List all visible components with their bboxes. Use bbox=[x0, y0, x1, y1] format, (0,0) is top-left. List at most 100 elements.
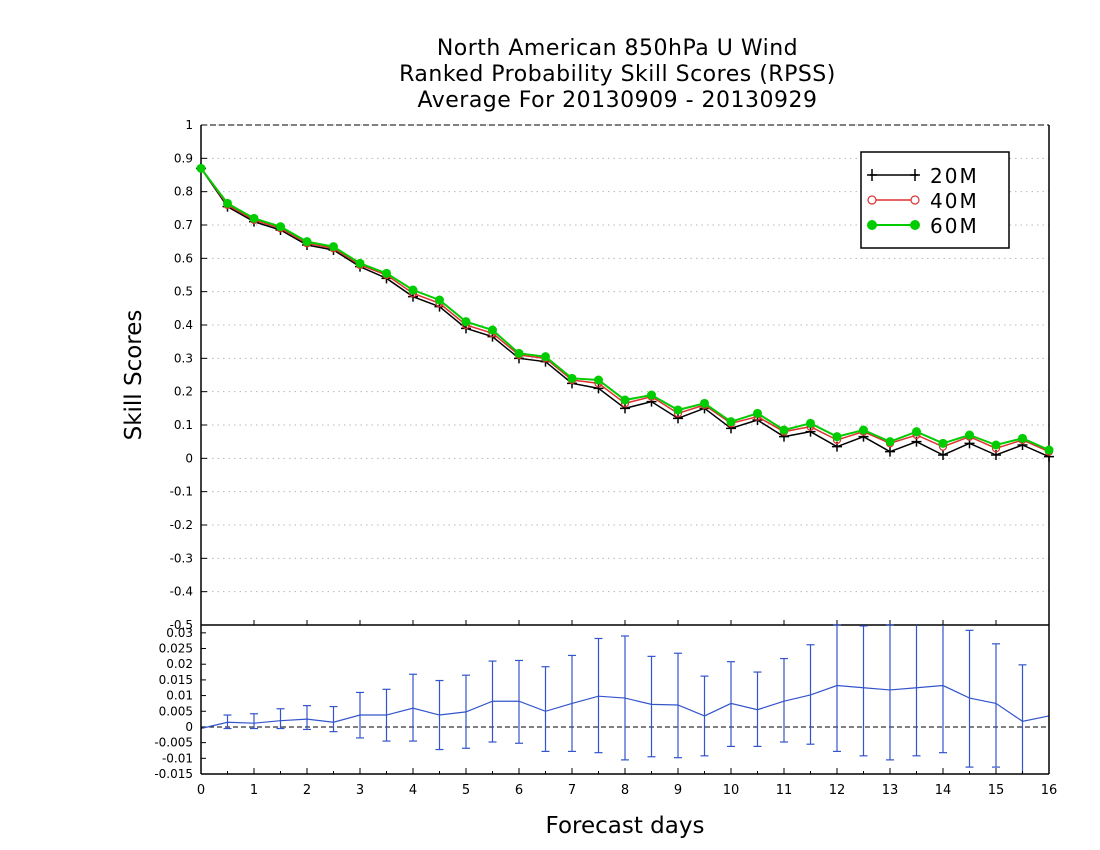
x-tick-label: 2 bbox=[303, 783, 311, 798]
data-point-60M bbox=[302, 237, 312, 247]
data-point-60M bbox=[196, 163, 206, 173]
main-panel: 1 0.9 0.8 0.7 0.6 0.5 0.4 0.3 0.2 0.1 0 -0.1 -0.2 -0.… bbox=[121, 118, 1054, 625]
legend-marker bbox=[867, 169, 877, 181]
error-bar bbox=[965, 629, 974, 768]
legend-marker bbox=[867, 220, 877, 230]
error-bar bbox=[912, 625, 921, 757]
error-bar bbox=[859, 625, 868, 757]
main-y-axis-label: Skill Scores bbox=[121, 310, 147, 441]
error-bar bbox=[780, 657, 788, 743]
x-tick-label: 3 bbox=[356, 783, 364, 798]
data-point-60M bbox=[620, 395, 630, 405]
title-line-2: Ranked Probability Skill Scores (RPSS) bbox=[399, 62, 836, 87]
diff-y-tick-label: 0.01 bbox=[166, 689, 193, 703]
main-y-tick-label: 0.7 bbox=[174, 218, 193, 232]
legend-item-40M: 40M bbox=[867, 189, 977, 213]
error-bar bbox=[1018, 664, 1027, 774]
x-tick-label: 0 bbox=[197, 783, 205, 798]
data-point-60M bbox=[276, 222, 285, 232]
data-point-60M bbox=[832, 432, 842, 442]
diff-top-label: -0.5 bbox=[170, 618, 193, 632]
title-line-1: North American 850hPa U Wind bbox=[436, 36, 799, 61]
main-y-tick-label: -0.3 bbox=[170, 551, 193, 565]
data-point-20M bbox=[885, 446, 895, 457]
data-point-60M bbox=[673, 405, 683, 415]
data-point-60M bbox=[938, 438, 948, 448]
data-point-60M bbox=[329, 242, 338, 252]
legend-item-60M: 60M bbox=[867, 214, 979, 238]
diff-y-tick-label: 0.005 bbox=[159, 704, 193, 718]
diff-y-tick-label: -0.01 bbox=[162, 751, 193, 765]
series-60M bbox=[196, 163, 1054, 455]
legend-label: 60M bbox=[930, 214, 979, 238]
main-y-tick-label: 0.1 bbox=[174, 418, 193, 432]
data-point-60M bbox=[991, 440, 1001, 450]
data-point-60M bbox=[885, 437, 895, 447]
data-point-60M bbox=[567, 373, 577, 383]
x-axis-ticks: 0 1 2 3 4 5 6 7 8 9 10 11 12 13 14 15 16 bbox=[197, 768, 1057, 798]
data-point-60M bbox=[779, 425, 789, 435]
main-y-tick-label: 0.9 bbox=[174, 151, 193, 165]
diff-y-tick-label: 0 bbox=[185, 720, 193, 734]
main-y-axis: 1 0.9 0.8 0.7 0.6 0.5 0.4 0.3 0.2 0.1 0 -0.1 -0.2 -0.… bbox=[170, 118, 207, 599]
diff-y-tick-label: -0.015 bbox=[154, 767, 193, 781]
data-point-60M bbox=[355, 258, 365, 268]
main-y-tick-label: 0 bbox=[185, 451, 193, 465]
main-y-tick-label: 0.5 bbox=[174, 285, 193, 299]
data-point-60M bbox=[435, 295, 444, 305]
x-tick-label: 10 bbox=[723, 783, 740, 798]
error-bar bbox=[329, 705, 338, 733]
data-point-60M bbox=[806, 418, 815, 428]
data-point-60M bbox=[753, 408, 762, 418]
data-point-60M bbox=[249, 213, 259, 223]
diff-y-tick-label: 0.03 bbox=[166, 626, 193, 640]
diff-y-tick-label: 0.025 bbox=[159, 642, 193, 656]
x-axis-label: Forecast days bbox=[546, 813, 705, 839]
data-point-60M bbox=[1018, 433, 1027, 443]
x-tick-label: 11 bbox=[776, 783, 793, 798]
x-tick-label: 14 bbox=[935, 783, 952, 798]
legend-label: 20M bbox=[930, 164, 979, 188]
legend-marker bbox=[910, 220, 920, 230]
x-tick-label: 7 bbox=[568, 783, 576, 798]
legend-marker bbox=[867, 195, 877, 205]
difference-panel: -0.50.030.0250.020.0150.010.0050-0.005-0… bbox=[154, 618, 1057, 839]
data-point-60M bbox=[912, 427, 921, 437]
legend-item-20M: 20M bbox=[867, 164, 979, 188]
title-line-3: Average For 20130909 - 20130929 bbox=[417, 88, 818, 113]
data-point-60M bbox=[408, 285, 418, 295]
diff-y-tick-label: 0.02 bbox=[166, 657, 193, 671]
data-point-60M bbox=[647, 390, 656, 400]
data-point-60M bbox=[726, 417, 736, 427]
data-point-60M bbox=[382, 268, 391, 278]
diff-y-tick-label: -0.005 bbox=[154, 736, 193, 750]
main-y-tick-label: -0.4 bbox=[170, 585, 193, 599]
x-tick-label: 15 bbox=[988, 783, 1005, 798]
data-point-60M bbox=[223, 198, 232, 208]
main-series bbox=[196, 163, 1054, 462]
data-point-60M bbox=[461, 317, 471, 327]
main-y-tick-label: -0.2 bbox=[170, 518, 193, 532]
x-tick-label: 9 bbox=[674, 783, 682, 798]
data-point-20M bbox=[593, 383, 604, 394]
x-tick-label: 1 bbox=[250, 783, 258, 798]
data-point-60M bbox=[541, 352, 550, 362]
data-point-60M bbox=[594, 375, 603, 385]
x-tick-label: 4 bbox=[409, 783, 417, 798]
x-tick-label: 16 bbox=[1041, 783, 1058, 798]
legend-marker bbox=[910, 195, 920, 205]
error-bar bbox=[541, 666, 550, 753]
main-y-tick-label: 0.4 bbox=[174, 318, 193, 332]
diff-series-line bbox=[200, 684, 1050, 730]
error-bar bbox=[939, 625, 947, 754]
error-bar bbox=[647, 655, 656, 758]
main-y-tick-label: 0.6 bbox=[174, 251, 193, 265]
main-y-tick-label: 0.3 bbox=[174, 351, 193, 365]
main-y-tick-label: 0.8 bbox=[174, 185, 193, 199]
data-point-60M bbox=[859, 425, 868, 435]
data-point-20M bbox=[620, 403, 630, 414]
data-point-60M bbox=[700, 398, 709, 408]
